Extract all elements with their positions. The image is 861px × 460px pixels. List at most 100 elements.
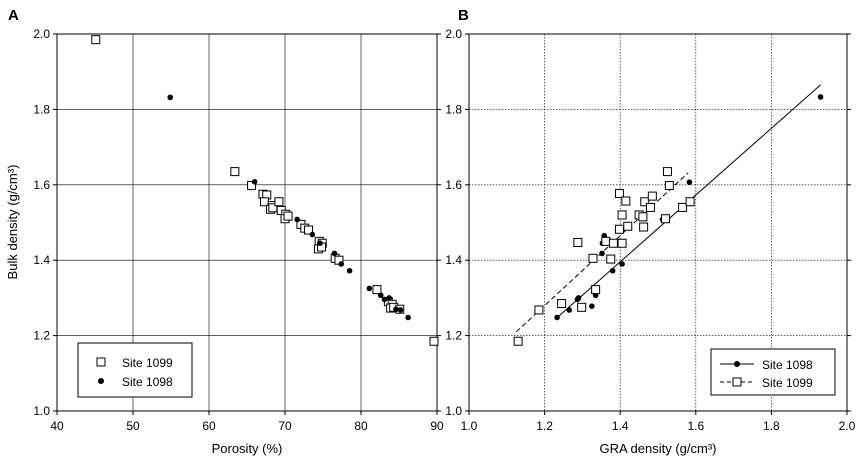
point-site-1098	[167, 94, 174, 101]
point-site-1098	[817, 94, 824, 100]
point-site-1099	[606, 254, 616, 264]
point-site-1099	[661, 214, 671, 224]
panel-b-plot-frame	[468, 33, 848, 412]
point-site-1099	[614, 188, 624, 198]
point-site-1099	[645, 202, 655, 212]
panel-a-y-axis-label: Bulk density (g/cm³)	[5, 165, 20, 280]
legend-filled-circle-marker	[734, 361, 740, 367]
point-site-1099	[601, 236, 611, 246]
point-site-1099	[230, 167, 240, 177]
y-tick-label: 1.8	[33, 102, 50, 116]
y-tick-label: 1.0	[33, 404, 50, 418]
point-site-1098	[686, 179, 693, 185]
panel-b-legend-label-site-1099: Site 1099	[762, 376, 813, 390]
point-site-1098	[381, 296, 388, 303]
point-site-1099	[608, 238, 618, 248]
x-tick-label: 80	[354, 419, 368, 433]
point-site-1099	[91, 35, 101, 45]
panel-b-y-ticks: 1.0 1.2 1.4 1.6 1.8 2.0	[445, 27, 851, 418]
point-site-1099	[577, 302, 587, 312]
panel-b-legend-label-site-1098: Site 1098	[762, 358, 813, 372]
panel-a-y-ticks: 1.0 1.2 1.4 1.6 1.8 2.0	[33, 27, 441, 418]
legend-open-square-marker	[732, 377, 742, 387]
point-site-1098	[566, 307, 572, 313]
panel-b-x-axis-label: GRA density (g/cm³)	[599, 441, 716, 456]
point-site-1098	[309, 231, 316, 238]
point-site-1098	[338, 261, 345, 267]
point-site-1098	[589, 303, 595, 309]
panel-a-letter: A	[8, 7, 19, 24]
point-site-1099	[247, 181, 257, 191]
point-site-1099	[304, 225, 314, 235]
panel-a-legend-label-site-1099: Site 1099	[122, 356, 173, 370]
point-site-1098	[574, 296, 581, 303]
point-site-1099	[662, 167, 672, 177]
x-tick-label: 1.4	[612, 419, 629, 433]
point-site-1099	[664, 181, 674, 191]
panel-b-grid	[469, 34, 847, 411]
point-site-1098	[366, 285, 373, 292]
y-tick-label: 1.4	[445, 253, 462, 267]
panel-b-legend-box	[710, 348, 836, 396]
point-site-1098	[331, 250, 338, 257]
x-tick-label: 40	[50, 419, 64, 433]
legend-filled-circle-marker	[98, 378, 104, 384]
x-tick-label: 1.2	[536, 419, 553, 433]
y-tick-label: 1.2	[33, 329, 50, 343]
point-site-1099	[588, 253, 598, 263]
point-site-1099	[617, 210, 627, 220]
point-site-1099	[617, 238, 627, 248]
point-site-1099	[647, 191, 657, 201]
y-tick-label: 1.6	[445, 178, 462, 192]
point-site-1098	[405, 314, 411, 321]
y-tick-label: 2.0	[445, 27, 462, 41]
point-site-1099	[429, 336, 439, 346]
point-site-1098	[599, 250, 605, 257]
x-tick-label: 50	[126, 419, 140, 433]
panel-a-x-axis-label: Porosity (%)	[212, 441, 283, 456]
point-site-1099	[259, 197, 269, 207]
panel-a-legend-label-site-1098: Site 1098	[122, 375, 173, 389]
point-site-1099	[591, 285, 601, 295]
panel-a-x-ticks: 40 50 60 70 80 90	[50, 411, 444, 433]
point-site-1099	[274, 197, 284, 207]
y-tick-label: 1.6	[33, 178, 50, 192]
point-site-1099	[614, 224, 624, 234]
point-site-1098	[619, 261, 625, 267]
point-site-1098	[554, 314, 560, 321]
panel-b-x-ticks: 1.0 1.2 1.4 1.6 1.8 2.0	[461, 411, 856, 433]
point-site-1098	[317, 240, 323, 247]
panel-b-fit-lines	[515, 84, 821, 333]
x-tick-label: 1.0	[461, 419, 478, 433]
point-site-1098	[251, 178, 258, 185]
panel-a: A 40 50 60 70 80 90 1.0 1.2 1.4 1.6 1.8 2.0 Porosi…	[5, 7, 444, 456]
point-site-1099	[685, 197, 695, 207]
x-tick-label: 70	[278, 419, 292, 433]
y-tick-label: 1.4	[33, 253, 50, 267]
panel-b-letter: B	[458, 7, 469, 24]
point-site-1098	[609, 267, 616, 274]
point-site-1099	[623, 221, 633, 231]
y-tick-label: 1.2	[445, 329, 462, 343]
point-site-1099	[534, 305, 544, 315]
x-tick-label: 1.6	[687, 419, 704, 433]
point-site-1098	[386, 295, 392, 301]
point-site-1098	[397, 307, 404, 313]
panel-b: B 1.0 1.2 1.4 1.6 1.8 2.0 1.01.21.41.61.82.0 …	[445, 7, 855, 456]
point-site-1099	[372, 285, 382, 295]
legend-open-square-marker	[96, 357, 106, 367]
panel-b-points	[513, 94, 824, 346]
panel-a-legend-box	[77, 342, 193, 398]
y-tick-label: 1.0	[445, 404, 462, 418]
panel-a-plot-frame	[56, 33, 438, 412]
panel-b-legend: Site 1098 Site 1099	[710, 348, 836, 396]
point-site-1099	[573, 237, 583, 247]
x-tick-label: 1.8	[763, 419, 780, 433]
point-site-1099	[283, 211, 293, 221]
panel-a-points	[91, 35, 439, 346]
point-site-1098	[393, 306, 399, 313]
y-tick-label: 1.8	[445, 102, 462, 116]
panel-a-legend: Site 1099 Site 1098	[77, 342, 193, 398]
fit-line-site-1099	[515, 172, 689, 333]
